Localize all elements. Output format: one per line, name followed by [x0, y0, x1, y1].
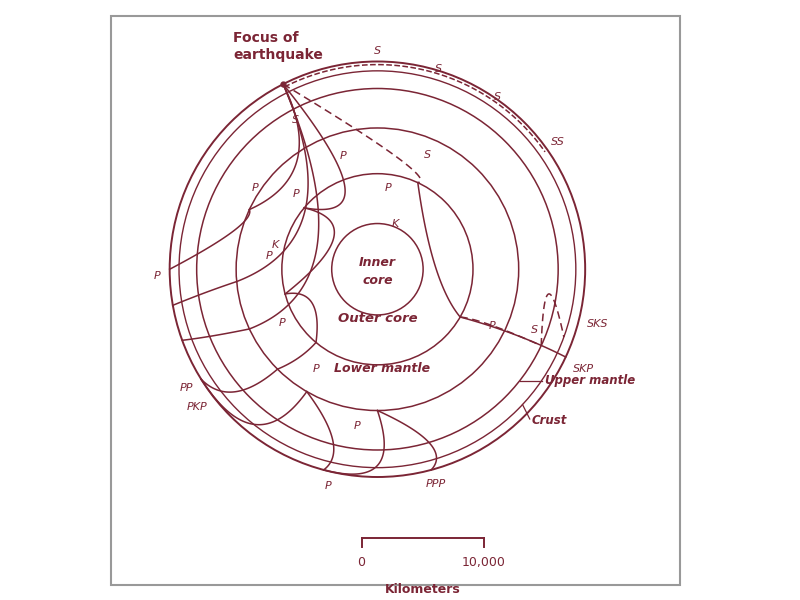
Text: S: S — [292, 115, 299, 125]
Text: P: P — [279, 319, 286, 328]
Text: P: P — [154, 271, 161, 281]
Text: Focus of
earthquake: Focus of earthquake — [234, 31, 323, 62]
Text: Lower mantle: Lower mantle — [334, 362, 430, 375]
Text: SKP: SKP — [573, 364, 594, 374]
Text: K: K — [392, 219, 399, 229]
Text: Outer core: Outer core — [338, 313, 418, 325]
Text: Kilometers: Kilometers — [385, 583, 461, 596]
Text: Crust: Crust — [531, 415, 567, 427]
Text: SS: SS — [551, 137, 565, 147]
Text: 0: 0 — [358, 556, 366, 569]
Text: 10,000: 10,000 — [462, 556, 506, 569]
Text: Inner: Inner — [359, 256, 396, 269]
Text: S: S — [530, 325, 538, 335]
Text: P: P — [340, 151, 346, 161]
Text: PPP: PPP — [426, 479, 446, 489]
Text: P: P — [354, 421, 361, 431]
Text: P: P — [252, 183, 259, 193]
Text: S: S — [374, 46, 381, 56]
Text: Upper mantle: Upper mantle — [545, 374, 635, 387]
Text: P: P — [325, 481, 331, 491]
Text: S: S — [435, 64, 442, 74]
Text: P: P — [385, 183, 392, 193]
Text: P: P — [293, 189, 300, 199]
Text: P: P — [313, 364, 319, 374]
Text: PKP: PKP — [186, 402, 207, 412]
Text: S: S — [494, 92, 502, 103]
Text: SKS: SKS — [586, 319, 608, 329]
Text: core: core — [362, 274, 393, 287]
Text: K: K — [271, 239, 278, 250]
Text: P: P — [266, 251, 272, 260]
Text: S: S — [423, 149, 430, 160]
Text: P: P — [489, 321, 495, 331]
Text: PP: PP — [180, 383, 194, 394]
